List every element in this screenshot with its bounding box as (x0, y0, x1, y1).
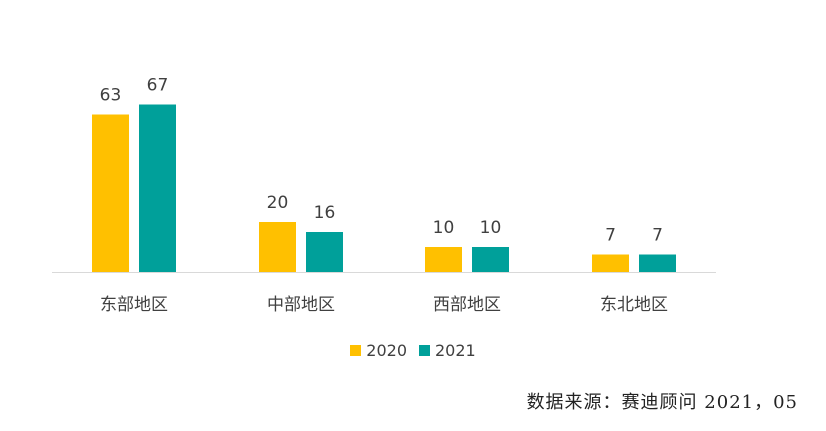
category-label-0: 东部地区 (100, 295, 168, 315)
data-label-2021-2: 10 (480, 218, 502, 238)
data-label-2021-1: 16 (314, 203, 336, 223)
legend-swatch-2021 (419, 344, 430, 356)
bar-2020-2 (425, 247, 462, 272)
data-label-2020-0: 63 (100, 86, 122, 106)
data-label-2020-2: 10 (433, 218, 455, 238)
plot-area: 63 67 东部地区 20 16 中部地区 10 10 西部地区 7 7 东北地区 (52, 76, 716, 315)
bar-2020-0 (92, 114, 129, 272)
bar-2020-3 (592, 254, 629, 272)
category-label-1: 中部地区 (267, 295, 335, 315)
source-note: 数据来源：赛迪顾问 2021，05 (526, 392, 798, 413)
data-label-2021-3: 7 (652, 226, 663, 246)
category-label-3: 东北地区 (600, 295, 668, 315)
data-label-2021-0: 67 (147, 76, 169, 96)
legend-swatch-2020 (350, 344, 362, 356)
bar-2021-3 (639, 254, 676, 272)
legend-item-2020: 2020 (350, 341, 407, 360)
bar-2021-2 (472, 247, 509, 272)
bar-2020-1 (259, 222, 296, 272)
bar-2021-1 (306, 232, 343, 272)
bar-chart: 63 67 东部地区 20 16 中部地区 10 10 西部地区 7 7 东北地区 (52, 76, 716, 315)
legend-label-2020: 2020 (366, 340, 407, 360)
data-label-2020-1: 20 (267, 193, 289, 213)
data-label-2020-3: 7 (605, 226, 616, 246)
category-label-2: 西部地区 (433, 295, 501, 315)
legend-label-2021: 2021 (435, 340, 476, 360)
legend-item-2021: 2021 (419, 341, 476, 360)
bar-2021-0 (139, 104, 176, 272)
legend: 2020 2021 (0, 339, 826, 361)
